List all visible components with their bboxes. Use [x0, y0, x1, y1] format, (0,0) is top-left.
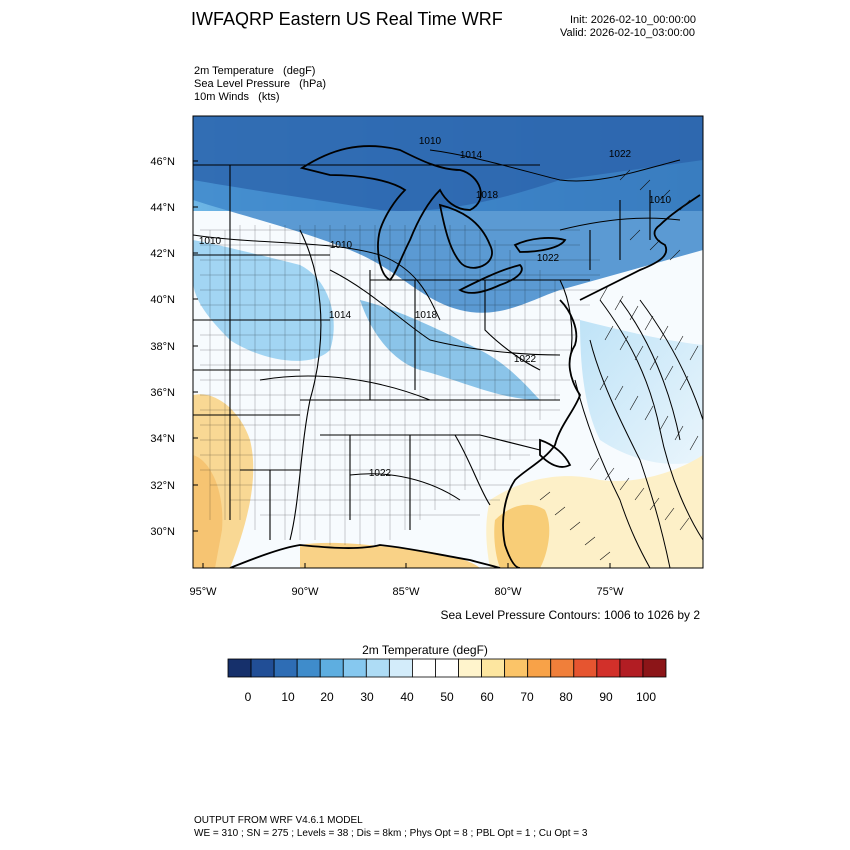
coastlines	[229, 145, 701, 568]
colorbar-swatch	[458, 658, 482, 678]
colorbar-title: 2m Temperature (degF)	[362, 643, 488, 657]
colorbar-swatch	[227, 658, 252, 678]
cold-region-northeast	[193, 116, 703, 211]
field-list: 2m Temperature (degF) Sea Level Pressure…	[194, 65, 326, 104]
warm-region-florida	[494, 504, 550, 568]
warm-region-gulf	[300, 542, 480, 568]
colorbar-tick-label: 50	[440, 690, 454, 704]
pressure-label: 1010	[419, 136, 442, 147]
outer-banks	[539, 438, 572, 468]
lake-ontario	[513, 237, 567, 253]
lat-label: 46°N	[150, 156, 175, 168]
colorbar-swatch	[388, 658, 413, 678]
contour-note: Sea Level Pressure Contours: 1006 to 102…	[440, 608, 701, 622]
footer-config: WE = 310 ; SN = 275 ; Levels = 38 ; Dis …	[194, 828, 588, 839]
warm-region-texas-core	[193, 455, 223, 568]
lat-label: 42°N	[150, 248, 175, 260]
pressure-label: 1014	[329, 310, 352, 321]
field-temperature: 2m Temperature (degF)	[194, 65, 316, 77]
colorbar-swatch	[342, 658, 367, 678]
pressure-label: 1018	[476, 190, 499, 201]
latitude-axis: 46°N 44°N 42°N 40°N 38°N 36°N 34°N 32°N 30°N	[150, 156, 198, 538]
wind-barbs	[539, 169, 699, 561]
gulf-coast	[229, 544, 501, 568]
colorbar-tick-label: 90	[599, 690, 613, 704]
colorbar-swatch	[435, 658, 459, 678]
lat-label: 34°N	[150, 433, 175, 445]
colorbar-tick-label: 10	[281, 690, 295, 704]
lon-label: 95°W	[189, 586, 217, 598]
lon-label: 75°W	[596, 586, 624, 598]
lat-label: 32°N	[150, 480, 175, 492]
colorbar-swatch	[365, 658, 390, 678]
state-borders	[193, 164, 651, 541]
pressure-label: 1010	[649, 195, 672, 206]
colorbar-tick-label: 40	[400, 690, 414, 704]
valid-time: Valid: 2026-02-10_03:00:00	[560, 27, 695, 39]
init-time: Init: 2026-02-10_00:00:00	[570, 14, 696, 26]
pressure-label: 1018	[415, 310, 438, 321]
field-winds: 10m Winds (kts)	[194, 91, 280, 103]
colorbar-swatch	[573, 658, 598, 678]
lake-huron	[438, 203, 493, 269]
colorbar-tick-label: 30	[360, 690, 374, 704]
pressure-label: 1010	[330, 240, 353, 251]
colorbar-tick-label: 70	[520, 690, 534, 704]
lat-label: 36°N	[150, 387, 175, 399]
colorbar-swatch	[319, 658, 344, 678]
lat-label: 44°N	[150, 202, 175, 214]
colorbar: 0 10 20 30 40 50 60 70 80 90 100	[227, 658, 667, 704]
colorbar-swatch	[412, 658, 436, 678]
colorbar-swatch	[527, 658, 552, 678]
pressure-label: 1014	[460, 150, 483, 161]
colorbar-tick-label: 0	[245, 690, 252, 704]
map-title: IWFAQRP Eastern US Real Time WRF	[191, 9, 503, 29]
pressure-label: 1022	[369, 468, 392, 479]
colorbar-swatch	[642, 658, 667, 678]
lon-label: 90°W	[291, 586, 319, 598]
atlantic-coast	[502, 299, 581, 568]
lat-label: 40°N	[150, 294, 175, 306]
lake-erie	[458, 264, 523, 294]
pressure-label: 1022	[609, 149, 632, 160]
colorbar-tick-label: 20	[320, 690, 334, 704]
colorbar-tick-label: 80	[559, 690, 573, 704]
colorbar-swatch	[273, 658, 298, 678]
pressure-label: 1022	[537, 253, 560, 264]
lat-label: 38°N	[150, 341, 175, 353]
pressure-contours	[193, 149, 703, 568]
colorbar-swatch	[504, 658, 529, 678]
ocean-cool-region	[580, 320, 703, 464]
pressure-labels: 1010 1014 1018 1022 1010 1010 1014 1018 1022 1022…	[199, 136, 672, 479]
colorbar-swatch	[596, 658, 621, 678]
northeast-coast	[579, 194, 701, 301]
pressure-label: 1022	[514, 354, 537, 365]
colorbar-swatch	[481, 658, 506, 678]
temperature-field	[193, 116, 703, 568]
lat-label: 30°N	[150, 526, 175, 538]
footer-model: OUTPUT FROM WRF V4.6.1 MODEL	[194, 815, 363, 826]
colorbar-swatch	[296, 658, 321, 678]
cool-region-west	[193, 240, 334, 361]
lon-label: 85°W	[392, 586, 420, 598]
colorbar-swatch	[550, 658, 575, 678]
colorbar-swatch	[250, 658, 275, 678]
lake-michigan-superior	[299, 145, 482, 282]
longitude-axis: 95°W 90°W 85°W 80°W 75°W	[189, 563, 624, 598]
colorbar-tick-label: 60	[480, 690, 494, 704]
plot-frame	[192, 115, 704, 569]
pressure-label: 1010	[199, 236, 222, 247]
colorbar-swatch	[619, 658, 644, 678]
county-grid	[200, 225, 600, 545]
lon-label: 80°W	[494, 586, 522, 598]
field-pressure: Sea Level Pressure (hPa)	[194, 78, 327, 90]
colorbar-tick-label: 100	[636, 690, 656, 704]
